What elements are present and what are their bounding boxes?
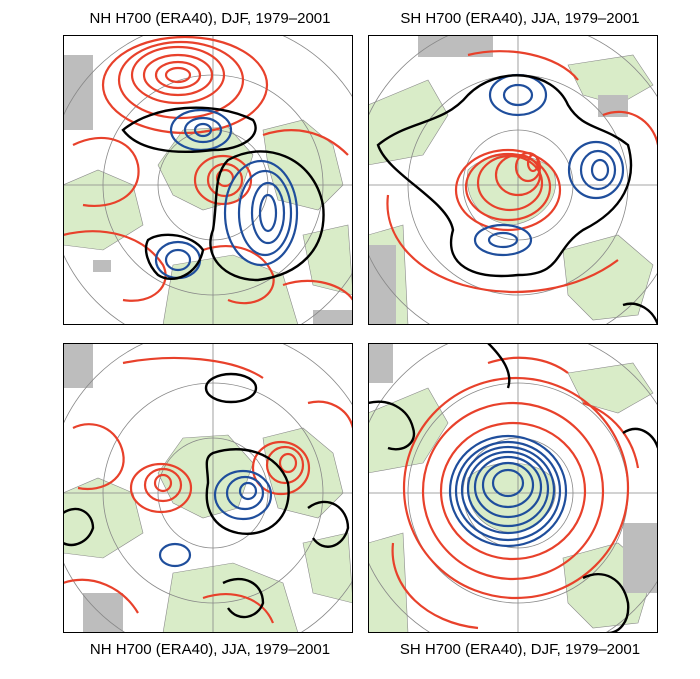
map-panel-nh-djf xyxy=(63,35,353,325)
positive-contours xyxy=(63,356,353,624)
map-panel-sh-djf xyxy=(368,343,658,633)
positive-contours xyxy=(391,356,640,630)
grid-lines xyxy=(63,343,353,633)
missing-data-region xyxy=(368,35,628,325)
panel-title-sh-jja: SH H700 (ERA40), JJA, 1979–2001 xyxy=(400,10,640,27)
panel-title-nh-djf: NH H700 (ERA40), DJF, 1979–2001 xyxy=(89,10,331,27)
positive-contours xyxy=(386,50,658,293)
panel-title-nh-jja: NH H700 (ERA40), JJA, 1979–2001 xyxy=(89,641,331,658)
panel-title-sh-djf: SH H700 (ERA40), DJF, 1979–2001 xyxy=(399,641,641,658)
zero-contours xyxy=(63,372,350,619)
zero-contours xyxy=(376,74,658,325)
map-panel-sh-jja xyxy=(368,35,658,325)
negative-contours xyxy=(158,469,273,568)
map-panel-nh-jja xyxy=(63,343,353,633)
missing-data-region xyxy=(63,55,353,325)
positive-contours xyxy=(63,35,353,305)
negative-contours xyxy=(448,434,568,548)
negative-contours xyxy=(473,73,625,257)
zero-contours xyxy=(368,343,658,633)
missing-data-region xyxy=(368,343,658,593)
zero-contours xyxy=(121,106,325,282)
